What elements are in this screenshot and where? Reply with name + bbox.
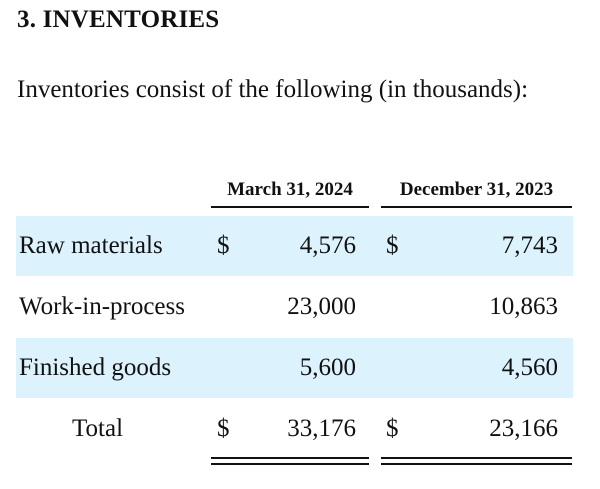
total-double-underline bbox=[211, 457, 369, 465]
section-heading: 3. INVENTORIES bbox=[17, 6, 220, 33]
currency-symbol: $ bbox=[217, 232, 230, 259]
table-row-work-in-process: Work-in-process 23,000 10,863 bbox=[16, 277, 573, 337]
value-december-2023: 7,743 bbox=[501, 232, 558, 259]
currency-symbol: $ bbox=[217, 415, 230, 442]
column-header-march-2024: March 31, 2024 bbox=[211, 176, 369, 208]
value-december-2023: 4,560 bbox=[501, 354, 558, 381]
value-march-2024: 23,000 bbox=[287, 293, 356, 320]
row-label: Work-in-process bbox=[19, 293, 185, 320]
value-december-2023: 10,863 bbox=[489, 293, 558, 320]
row-label: Total bbox=[72, 415, 124, 442]
intro-text: Inventories consist of the following (in… bbox=[17, 76, 529, 103]
total-double-underline bbox=[381, 457, 572, 465]
table-row-finished-goods: Finished goods 5,600 4,560 bbox=[16, 338, 573, 398]
currency-symbol: $ bbox=[386, 232, 399, 259]
row-label: Finished goods bbox=[19, 354, 172, 381]
value-march-2024: 5,600 bbox=[299, 354, 356, 381]
table-row-total: Total $ 33,176 $ 23,166 bbox=[16, 399, 573, 459]
row-label: Raw materials bbox=[19, 232, 163, 259]
table-row-raw-materials: Raw materials $ 4,576 $ 7,743 bbox=[16, 216, 573, 276]
value-march-2024: 4,576 bbox=[299, 232, 356, 259]
currency-symbol: $ bbox=[386, 415, 399, 442]
value-december-2023: 23,166 bbox=[489, 415, 558, 442]
value-march-2024: 33,176 bbox=[287, 415, 356, 442]
column-header-december-2023: December 31, 2023 bbox=[381, 176, 572, 208]
